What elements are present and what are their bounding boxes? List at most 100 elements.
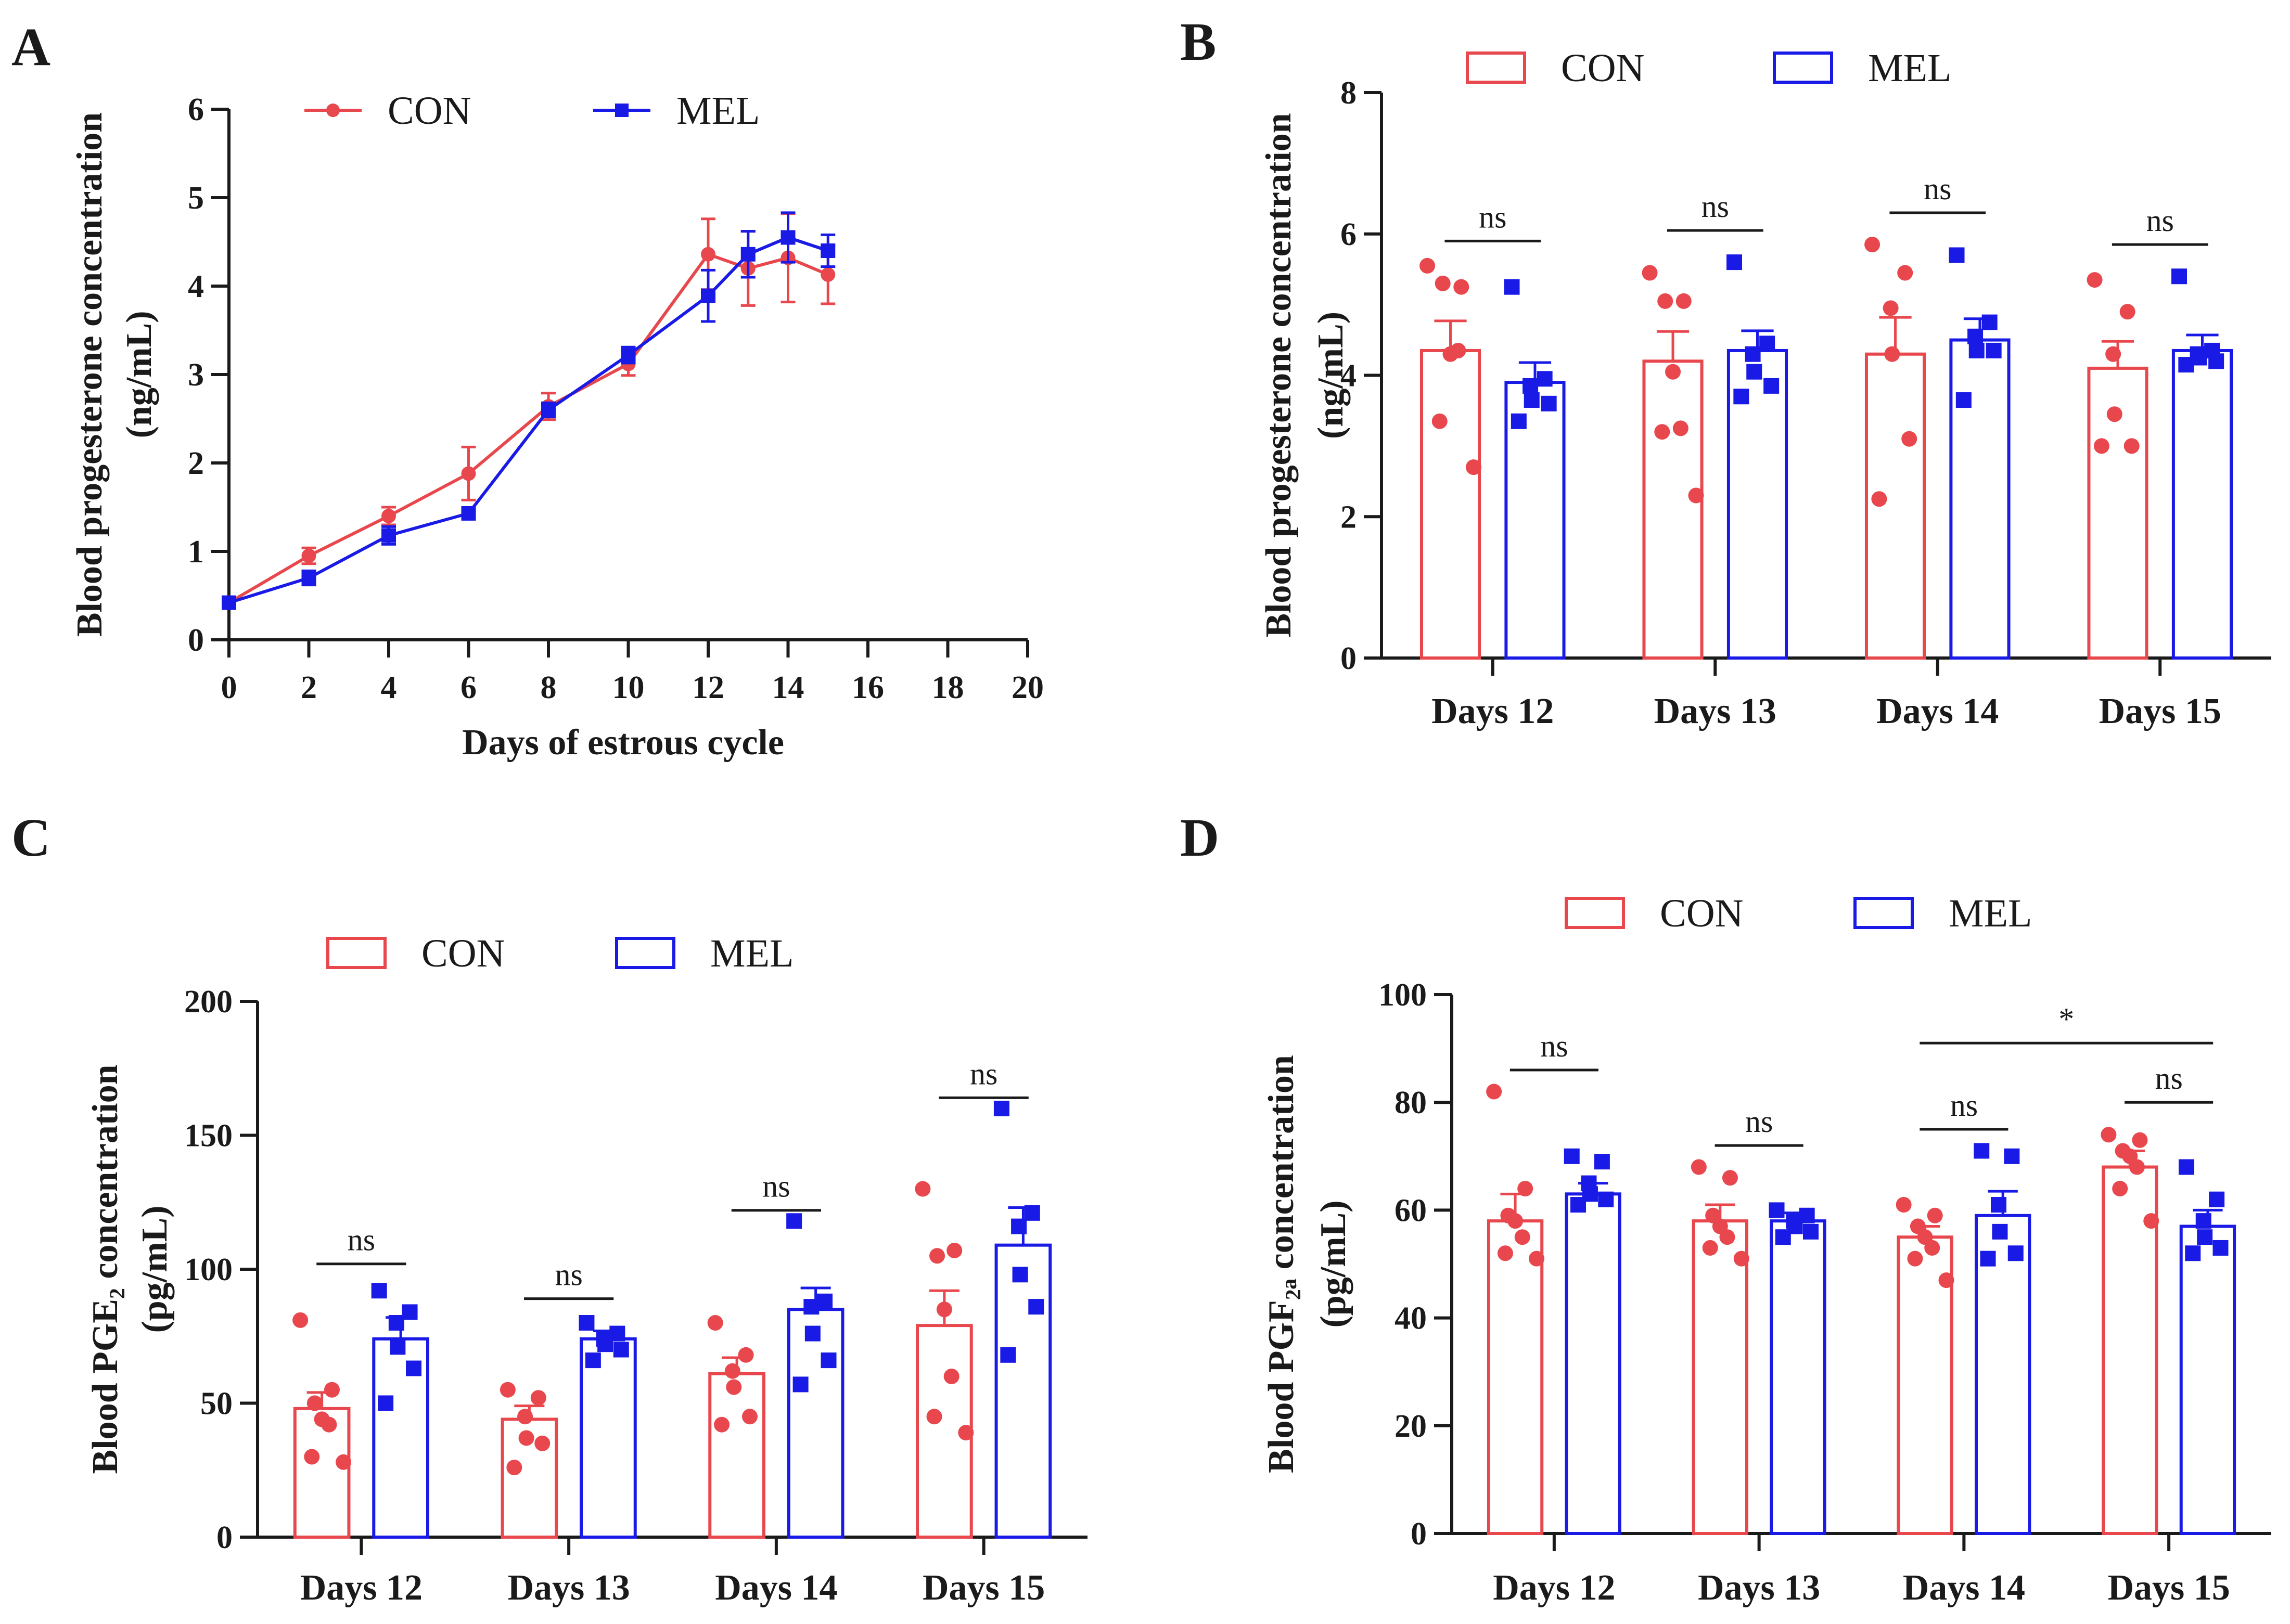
bar-mel bbox=[2171, 349, 2233, 660]
data-point-con bbox=[1691, 1159, 1707, 1175]
data-point-mel bbox=[993, 1101, 1009, 1116]
bar-con bbox=[1864, 352, 1926, 660]
data-point-mel bbox=[1537, 371, 1553, 387]
data-point-con bbox=[1465, 459, 1481, 475]
data-point-con bbox=[2101, 1127, 2117, 1143]
data-point-mel bbox=[621, 347, 636, 363]
bar-mel bbox=[1949, 338, 2011, 660]
y-tick-label: 100 bbox=[184, 1252, 233, 1287]
y-tick-label: 40 bbox=[1395, 1301, 1427, 1336]
data-point-mel bbox=[1000, 1347, 1016, 1363]
data-point-mel bbox=[1992, 1223, 2008, 1240]
data-point-mel bbox=[740, 247, 756, 262]
significance-label: ns bbox=[1950, 1088, 1978, 1123]
data-point-con bbox=[2143, 1213, 2159, 1229]
data-point-con bbox=[1733, 1251, 1749, 1267]
data-point-con bbox=[321, 1416, 337, 1433]
data-point-con bbox=[738, 1347, 754, 1363]
data-point-mel bbox=[1981, 314, 1998, 330]
significance-label: ns bbox=[1479, 200, 1506, 234]
bar-con bbox=[293, 1407, 351, 1539]
data-point-mel bbox=[1746, 364, 1762, 380]
y-tick-label: 150 bbox=[184, 1118, 233, 1154]
data-point-con bbox=[1672, 420, 1688, 436]
data-point-mel bbox=[792, 1376, 809, 1393]
data-point-mel bbox=[1986, 342, 2002, 358]
data-point-con bbox=[1883, 300, 1899, 316]
data-point-con bbox=[946, 1242, 963, 1258]
data-point-mel bbox=[613, 1342, 629, 1358]
data-point-mel bbox=[821, 1352, 837, 1369]
category-label: Days 13 bbox=[1654, 691, 1776, 731]
data-point-mel bbox=[1980, 1251, 1996, 1267]
data-point-mel bbox=[2004, 1148, 2020, 1164]
data-point-mel bbox=[378, 1395, 394, 1411]
data-point-mel bbox=[1024, 1205, 1040, 1221]
data-point-con bbox=[2112, 1180, 2128, 1196]
data-point-con bbox=[304, 1449, 320, 1465]
y-tick-label: 6 bbox=[1340, 217, 1357, 252]
data-point-con bbox=[929, 1248, 945, 1264]
significance-label: ns bbox=[1745, 1104, 1773, 1139]
legend-label-mel: MEL bbox=[676, 89, 760, 133]
x-tick-label: 8 bbox=[541, 670, 557, 705]
data-point-mel bbox=[781, 230, 796, 245]
panel-letter-c: C bbox=[11, 808, 50, 868]
data-point-con bbox=[741, 1409, 758, 1425]
data-point-con bbox=[1514, 1229, 1530, 1245]
data-point-mel bbox=[1524, 392, 1540, 408]
data-point-con bbox=[1938, 1272, 1954, 1288]
significance-label: ns bbox=[1540, 1029, 1568, 1063]
data-point-con bbox=[1431, 413, 1448, 429]
x-axis-title: Days of estrous cycle bbox=[462, 723, 784, 763]
x-tick-label: 10 bbox=[612, 670, 645, 705]
data-point-mel bbox=[1733, 389, 1749, 405]
data-point-mel bbox=[1955, 392, 1972, 408]
data-point-con bbox=[1507, 1213, 1524, 1229]
data-point-con bbox=[2123, 438, 2140, 454]
data-point-con bbox=[2129, 1159, 2145, 1175]
significance-label: * bbox=[2058, 1002, 2074, 1036]
data-point-mel bbox=[597, 1336, 613, 1352]
legend-box-mel bbox=[615, 937, 675, 969]
data-point-con bbox=[500, 1382, 516, 1398]
data-point-con bbox=[2132, 1132, 2148, 1148]
bar-mel bbox=[787, 1308, 845, 1539]
legend-label-con: CON bbox=[1660, 892, 1743, 935]
data-point-mel bbox=[2212, 1240, 2229, 1256]
data-point-con bbox=[2105, 346, 2121, 362]
data-point-mel bbox=[786, 1213, 802, 1229]
data-point-mel bbox=[1570, 1197, 1587, 1213]
data-point-mel bbox=[301, 571, 316, 585]
y-tick-label: 20 bbox=[1395, 1409, 1427, 1444]
data-point-mel bbox=[461, 506, 476, 521]
data-point-con bbox=[1654, 424, 1670, 440]
data-point-con bbox=[1453, 279, 1469, 295]
data-point-mel bbox=[1967, 328, 1984, 344]
y-axis-title: (ng/mL) bbox=[1311, 312, 1351, 439]
data-point-con bbox=[1924, 1240, 1940, 1256]
x-tick-label: 12 bbox=[692, 670, 724, 705]
data-point-con bbox=[1486, 1084, 1502, 1100]
legend-label-mel: MEL bbox=[710, 932, 794, 975]
y-tick-label: 0 bbox=[188, 623, 204, 658]
chart-panel-c: 0 50 100 150 200 Blood PGE₂ concentration (pg/… bbox=[85, 932, 1088, 1608]
category-label: Days 12 bbox=[1431, 691, 1554, 731]
data-point-mel bbox=[579, 1315, 595, 1331]
data-point-con bbox=[1419, 257, 1436, 274]
data-point-mel bbox=[2208, 353, 2224, 369]
data-point-con bbox=[1665, 364, 1681, 380]
data-point-con bbox=[943, 1369, 960, 1384]
legend-label-mel: MEL bbox=[1868, 46, 1951, 90]
data-point-mel bbox=[1759, 336, 1775, 352]
data-point-con bbox=[534, 1435, 551, 1451]
legend-box-con bbox=[1565, 897, 1625, 929]
data-point-con bbox=[701, 247, 715, 262]
y-axis-title: (pg/mL) bbox=[1313, 1201, 1353, 1328]
bar-mel bbox=[580, 1337, 637, 1539]
bar-con bbox=[1487, 1219, 1544, 1536]
data-point-mel bbox=[1523, 378, 1539, 394]
data-point-mel bbox=[2197, 1229, 2213, 1245]
legend-box-mel bbox=[1773, 51, 1833, 84]
